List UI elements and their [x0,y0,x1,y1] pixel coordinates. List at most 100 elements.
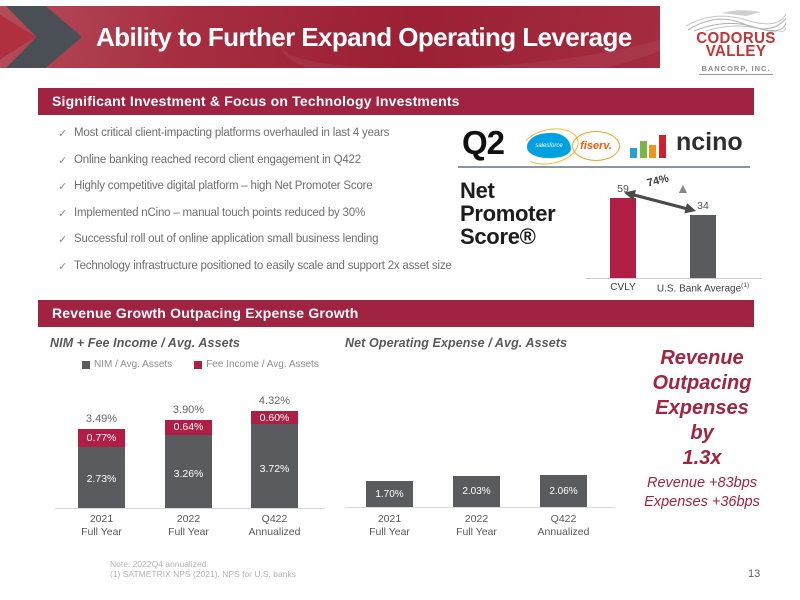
check-icon: ✓ [58,181,68,193]
nim-value-label: 3.72% [259,463,290,476]
fee-value-label: 0.60% [259,411,290,424]
ncino-logo: ncino [676,128,743,156]
nps-value-label: 34 [697,200,709,212]
page-title: Ability to Further Expand Operating Leve… [96,22,632,52]
expense-bar [366,481,413,507]
chart-legend: NIM / Avg. Assets Fee Income / Avg. Asset… [82,359,319,370]
nps-value-label: 59 [617,183,629,195]
bullet-item: ✓ Highly competitive digital platform – h… [58,180,468,193]
category-label: Q422 Annualized [248,513,301,538]
fee-bar-segment [165,420,212,435]
legend-label: NIM / Avg. Assets [94,359,173,370]
company-logo: CODORUS VALLEY BANCORP, INC. [678,8,794,75]
nim-bar-segment [78,446,125,508]
bullet-text: Online banking reached record client eng… [74,153,361,166]
ncino-bar [649,145,656,158]
footnote: Note: 2022Q4 annualized. (1) SATMETRIX NP… [110,559,296,579]
expense-chart: 1.70% 2.03% 2.06% [345,392,615,508]
callout-main-text: Revenue Outpacing Expenses by 1.3x [608,346,796,471]
triangle-up-icon: ▲ [676,180,690,196]
section-header-revenue: Revenue Growth Outpacing Expense Growth [38,300,754,327]
double-arrow-icon [624,190,696,214]
logo-text-line2: VALLEY [705,42,767,61]
legend-item: Fee Income / Avg. Assets [194,359,319,370]
title-banner: Ability to Further Expand Operating Leve… [0,0,704,99]
bullet-item: ✓ Online banking reached record client en… [58,154,468,167]
total-value-label: 4.32% [258,394,291,407]
check-icon: ✓ [58,207,68,220]
nim-value-label: 2.73% [86,473,117,486]
category-label: Q422 Annualized [537,513,590,538]
nps-bar [690,215,716,278]
footnote-line: (1) SATMETRIX NPS (2021). NPS for U.S. b… [110,569,296,579]
bullet-text: Technology infrastructure positioned to … [74,259,452,272]
callout-main-line: Revenue [660,347,744,369]
fee-value-label: 0.77% [86,431,117,444]
callout-main-line: Outpacing [652,372,752,394]
nps-axis-line [586,278,762,279]
check-icon: ✓ [58,260,68,273]
section-header-technology: Significant Investment & Focus on Techno… [38,88,754,115]
q2-logo: Q2 [462,124,505,161]
nps-category-label: CVLY [610,282,636,293]
nps-heading-line: Net [460,178,495,203]
check-icon: ✓ [58,234,68,246]
vendor-separator-line [458,166,750,168]
ncino-bar [658,135,666,158]
bullet-list: ✓ Most critical client-impacting platform… [58,127,468,273]
nps-heading-line: Promoter [460,201,556,226]
expense-value-label: 1.70% [375,489,404,500]
check-icon: ✓ [58,154,68,167]
page-number: 13 [748,568,761,580]
fee-value-label: 0.64% [173,421,204,434]
callout-main-line: Expenses [655,397,749,419]
nps-footnote-marker: (1) [741,282,750,289]
logo-text-line1: CODORUS [696,29,776,48]
nps-heading-line: Score® [460,224,536,249]
nim-value-label: 3.26% [173,468,204,480]
legend-item: NIM / Avg. Assets [82,359,172,370]
bullet-item: ✓ Implemented nCino – manual touch points… [58,207,468,220]
callout-main-line: by [690,422,714,444]
ncino-bar [639,141,647,158]
ncino-bars-icon [630,134,672,158]
expense-category-labels: 2021 Full Year 2022 Full Year Q422 Annuali… [345,513,615,543]
nps-category-label: U.S. Bank Average(1) [656,282,750,295]
total-value-label: 3.90% [172,404,205,417]
logo-text-line3: BANCORP, INC. [699,64,773,75]
nps-heading: Net Promoter Score® [460,178,556,249]
bullet-item: ✓ Technology infrastructure positioned to… [58,260,468,273]
callout-sub-line: Expenses +36bps [644,494,760,510]
check-icon: ✓ [58,128,68,140]
category-label: 2022 Full Year [168,513,209,538]
callout-main-line: 1.3x [682,447,722,469]
fiserv-logo: fiserv. [572,131,620,161]
bullet-text: Most critical client-impacting platforms… [74,127,390,139]
legend-label: Fee Income / Avg. Assets [206,359,319,370]
category-label: 2021 Full Year [81,513,122,538]
callout: Revenue Outpacing Expenses by 1.3x Revenue +… [608,346,796,512]
expense-value-label: 2.03% [462,486,491,498]
category-label: 2022 Full Year [456,513,497,538]
callout-sub-text: Revenue +83bps Expenses +36bps [608,474,796,512]
fee-bar-segment [251,410,298,425]
expense-bar [453,475,500,507]
nim-chart: 2.73% 0.77% 3.49% 3.26% 0.64% 3.90% 3.72% 0.60%… [55,392,325,509]
nps-chart: 59 34 [590,182,762,278]
bullet-text: Implemented nCino – manual touch points … [74,206,365,219]
category-label: 2021 Full Year [369,513,410,538]
total-value-label: 3.49% [85,413,118,426]
bullet-item: ✓ Most critical client-impacting platform… [58,127,468,140]
expense-chart-title: Net Operating Expense / Avg. Assets [345,336,568,350]
ncino-bar [630,148,637,158]
nim-bar-segment [251,424,298,508]
bullet-text: Highly competitive digital platform – hi… [74,180,373,192]
expense-bar [540,475,587,507]
nim-chart-title: NIM + Fee Income / Avg. Assets [50,336,240,350]
footnote-line: Note: 2022Q4 annualized. [110,559,209,569]
fee-bar-segment [78,429,125,447]
nps-bar [610,198,636,278]
legend-swatch [194,360,203,369]
bullet-item: ✓ Successful roll out of online applicati… [58,233,468,246]
